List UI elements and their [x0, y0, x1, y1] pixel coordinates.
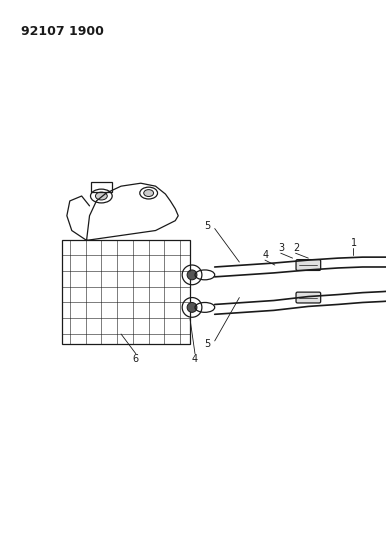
Text: 2: 2 [293, 243, 300, 253]
Bar [91, 182, 112, 192]
Text: 1: 1 [350, 238, 357, 248]
Ellipse shape [95, 192, 107, 200]
FancyBboxPatch shape [296, 260, 321, 270]
Text: 5: 5 [205, 339, 211, 349]
Circle shape [187, 303, 197, 312]
Bar [62, 240, 190, 344]
Circle shape [187, 270, 197, 280]
Text: 6: 6 [133, 354, 139, 364]
Text: 5: 5 [205, 221, 211, 231]
Text: 92107 1900: 92107 1900 [21, 26, 103, 38]
Ellipse shape [144, 190, 154, 197]
Text: 4: 4 [192, 354, 198, 364]
FancyBboxPatch shape [296, 292, 321, 303]
Text: 4: 4 [263, 250, 269, 260]
Text: 3: 3 [279, 243, 285, 253]
